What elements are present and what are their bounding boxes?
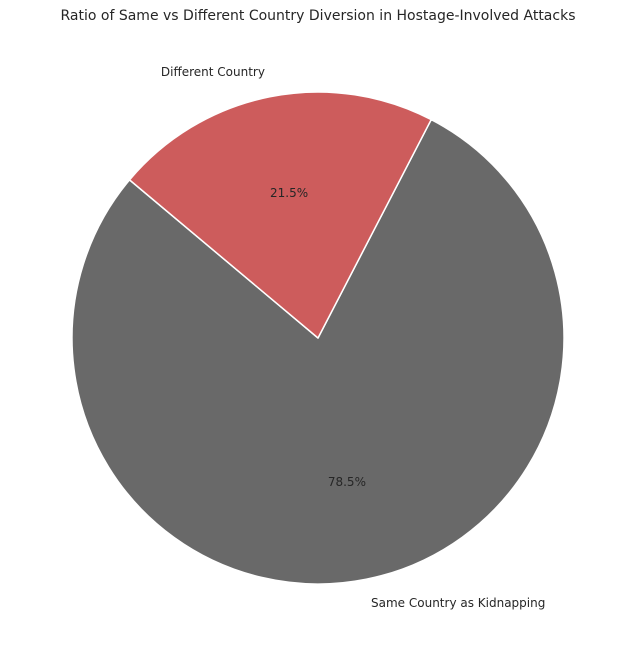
slice-percent-label: 21.5%	[270, 186, 308, 200]
chart-title: Ratio of Same vs Different Country Diver…	[60, 8, 576, 24]
slice-percent-label: 78.5%	[328, 475, 366, 489]
slice-category-label: Same Country as Kidnapping	[371, 596, 545, 610]
slice-category-label: Different Country	[161, 65, 265, 79]
pie-labels: 78.5% Same Country as Kidnapping 21.5% Diff…	[161, 65, 545, 610]
pie-slice-different-country	[128, 91, 432, 339]
pie-slices	[71, 91, 565, 585]
